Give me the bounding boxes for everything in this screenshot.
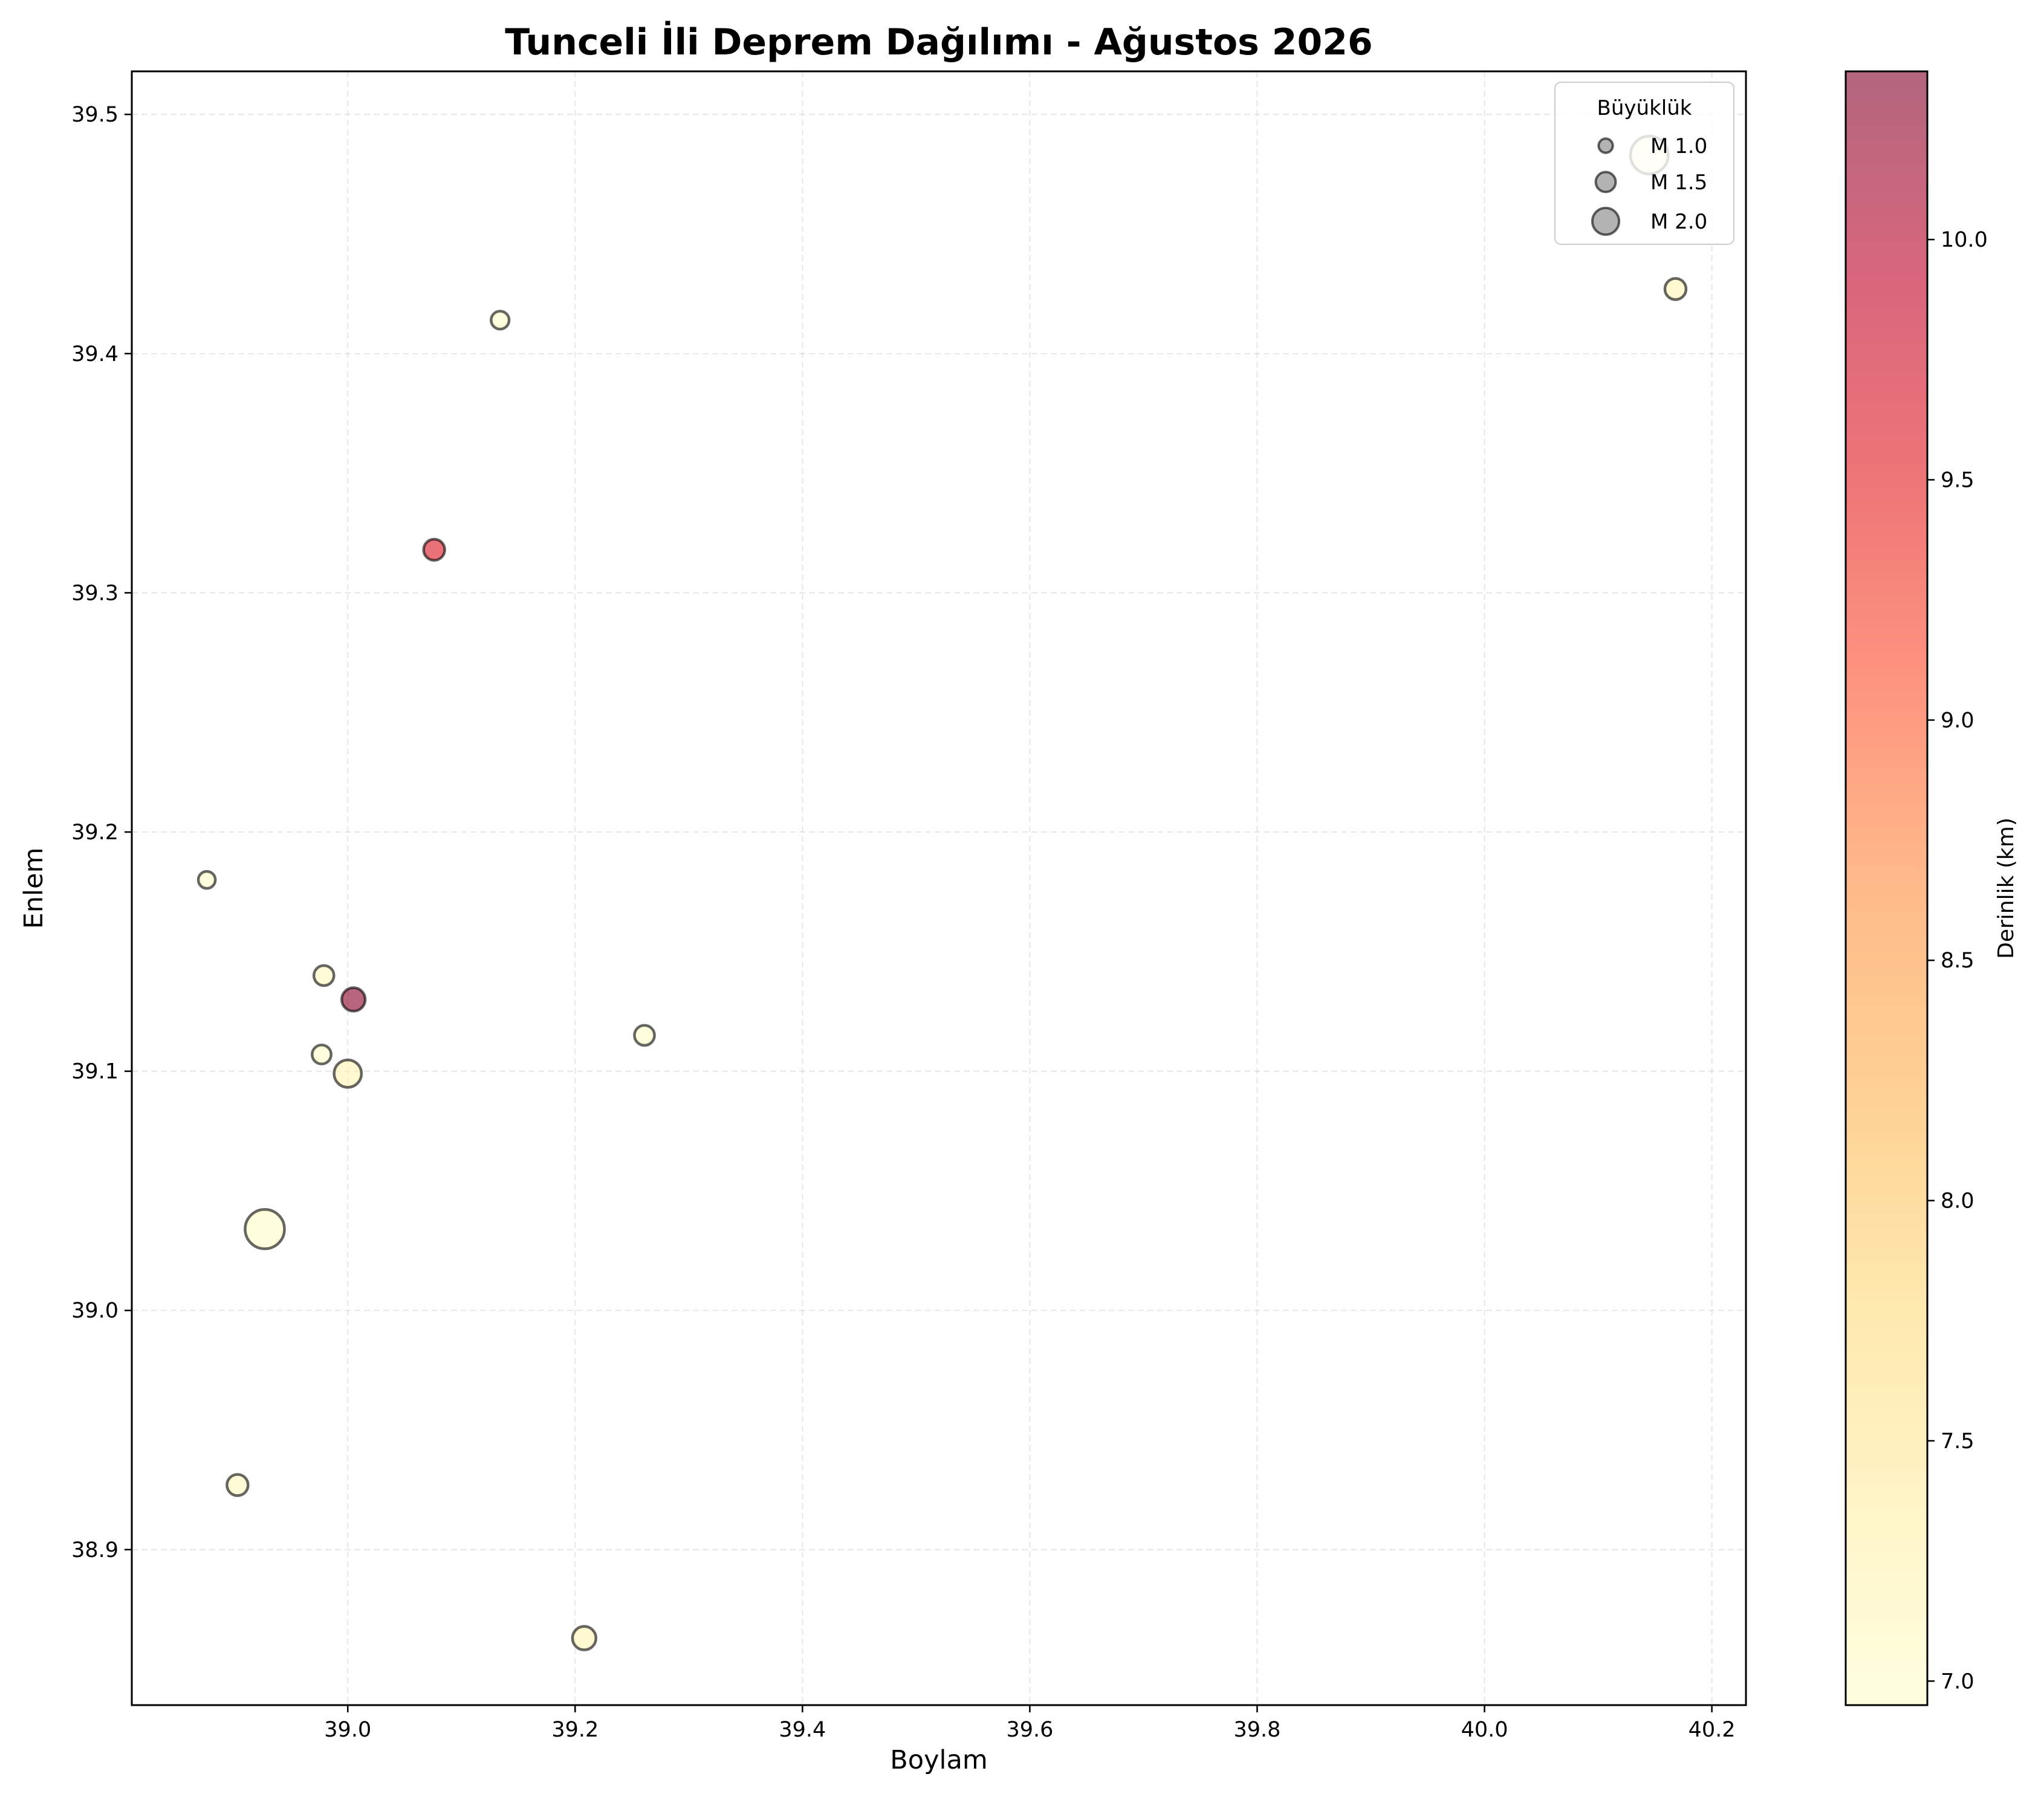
colorbar-label: Derinlik (km) [1994,817,2019,959]
colorbar-tick-label: 7.5 [1941,1429,1974,1454]
y-axis-label: Enlem [19,848,49,929]
depth-colorbar: 7.0 7.5 8.0 8.5 9.0 9.5 10.0 Derinlik (km) [1844,70,2019,1706]
x-tick-label: 39.4 [779,1718,826,1742]
colorbar-tick-label: 10.0 [1941,228,1988,252]
x-tick-label: 39.2 [551,1718,599,1742]
earthquake-point [1663,277,1688,301]
colorbar-tick-label: 8.5 [1941,949,1974,973]
size-legend: Büyüklük M 1.0 M 1.5 M 2.0 [1554,82,1734,245]
chart-title: Tunceli İli Deprem Dağılımı - Ağustos 20… [505,20,1373,63]
colorbar-tick-label: 9.5 [1941,469,1974,493]
legend-marker [1594,171,1617,193]
legend-label: M 1.0 [1650,134,1707,158]
earthquake-point [312,964,336,987]
y-tick-label: 39.4 [71,342,118,366]
y-tick-label: 39.2 [71,821,118,845]
earthquake-point [196,869,217,890]
data-points [196,135,1688,1651]
x-tick-label: 39.0 [324,1718,371,1742]
y-axis-ticks: 38.9 39.0 39.1 39.2 39.3 39.4 39.5 [71,103,132,1562]
x-axis-ticks: 39.0 39.2 39.4 39.6 39.8 40.0 40.2 [324,1705,1736,1742]
legend-marker [1597,137,1614,154]
earthquake-point [225,1473,250,1497]
earthquake-point [633,1024,656,1047]
colorbar-frame [1844,70,1929,1706]
x-axis-label: Boylam [890,1745,987,1775]
colorbar-ticks: 7.0 7.5 8.0 8.5 9.0 9.5 10.0 [1927,228,1988,1694]
y-tick-label: 39.1 [71,1060,118,1084]
x-tick-label: 39.6 [1006,1718,1053,1742]
x-tick-label: 40.0 [1461,1718,1508,1742]
earthquake-point [311,1043,333,1065]
colorbar-tick-label: 8.0 [1941,1189,1974,1214]
y-tick-label: 39.5 [71,103,118,127]
x-tick-label: 39.8 [1234,1718,1281,1742]
earthquake-point [244,1207,286,1250]
colorbar-tick-label: 9.0 [1941,709,1974,733]
legend-box [1554,82,1734,245]
earthquake-point [340,986,367,1013]
legend-marker [1591,206,1621,236]
earthquake-point [571,1625,598,1651]
plot-frame [131,70,1747,1706]
earthquake-point [422,538,446,562]
earthquake-point [490,310,511,331]
colorbar-tick-label: 7.0 [1941,1669,1974,1694]
earthquake-point [333,1058,363,1089]
legend-label: M 2.0 [1650,210,1707,234]
x-tick-label: 40.2 [1689,1718,1736,1742]
y-tick-label: 39.0 [71,1299,118,1323]
y-tick-label: 38.9 [71,1538,118,1562]
colorbar-gradient [1846,71,1927,1705]
legend-title: Büyüklük [1597,96,1692,120]
legend-label: M 1.5 [1650,171,1707,195]
y-tick-label: 39.3 [71,581,118,605]
grid [132,71,1746,1705]
